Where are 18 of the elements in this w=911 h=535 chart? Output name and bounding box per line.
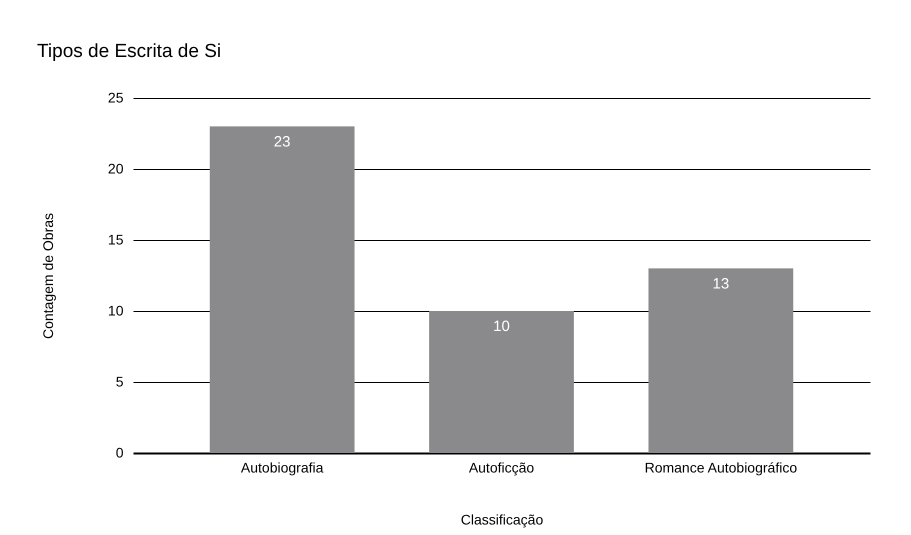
- x-axis-title: Classificação: [460, 512, 544, 528]
- y-axis-title: Contagem de Obras: [40, 212, 56, 340]
- y-tick-label: 10: [108, 302, 124, 318]
- x-tick-label: Autobiografia: [240, 460, 324, 476]
- x-tick-label: Romance Autobiográfico: [644, 460, 798, 476]
- chart-title: Tipos de Escrita de Si: [37, 41, 222, 62]
- y-tick-label: 20: [108, 160, 124, 176]
- bar: [429, 311, 574, 453]
- data-label: 23: [274, 133, 290, 150]
- bar: [648, 268, 794, 453]
- y-tick-label: 15: [108, 232, 124, 248]
- data-label: 13: [712, 275, 730, 292]
- y-tick-label: 0: [116, 444, 124, 460]
- y-tick-label: 25: [108, 90, 124, 106]
- data-label: 10: [493, 318, 510, 335]
- x-tick-label: Autoficção: [468, 460, 534, 476]
- y-tick-label: 5: [116, 374, 124, 390]
- bar: [210, 126, 355, 453]
